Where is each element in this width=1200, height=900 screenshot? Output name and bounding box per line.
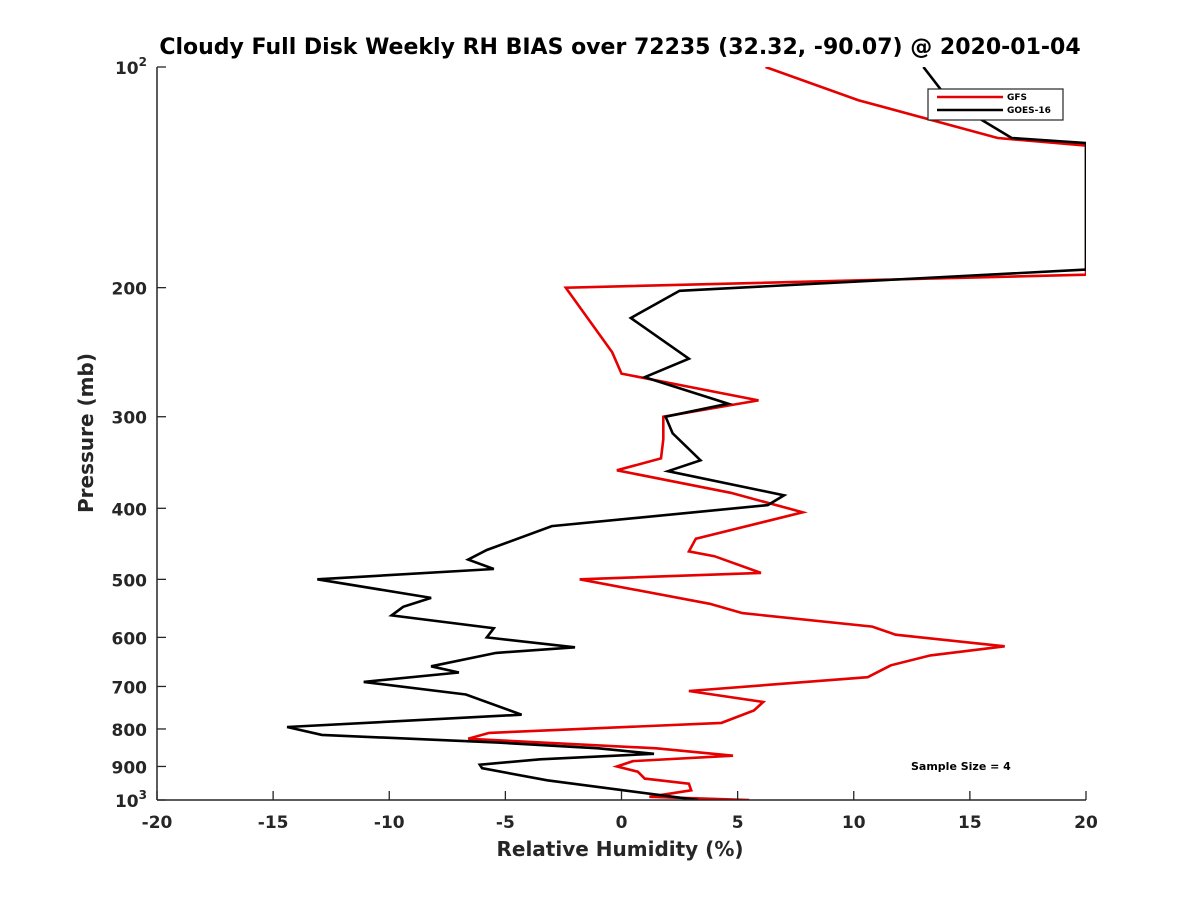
y-ticks: 102 200 300 400 500 600 700 800 900 103 — [112, 55, 166, 812]
x-ticks: -20 -15 -10 -5 0 5 10 15 20 — [142, 791, 1098, 833]
legend-label-goes16: GOES-16 — [1007, 106, 1051, 116]
series-line-gfs — [467, 67, 1086, 800]
y-tick-label: 102 — [115, 55, 147, 79]
x-tick-label: 15 — [958, 813, 982, 833]
x-axis-label: Relative Humidity (%) — [496, 837, 743, 861]
sample-size-annotation: Sample Size = 4 — [911, 760, 1011, 773]
x-tick-label: 20 — [1074, 813, 1098, 833]
y-tick-label: 400 — [112, 500, 148, 520]
y-axis-label: Pressure (mb) — [74, 353, 98, 513]
x-tick-label: -20 — [142, 813, 173, 833]
plot-lines — [286, 67, 1086, 800]
x-tick-label: -5 — [496, 813, 515, 833]
y-tick-label: 700 — [112, 678, 148, 698]
y-tick-label: 200 — [112, 280, 148, 300]
x-tick-label: 0 — [616, 813, 628, 833]
series-line-goes16 — [286, 67, 1086, 800]
y-tick-label: 600 — [112, 629, 148, 649]
x-tick-label: 10 — [842, 813, 866, 833]
x-tick-label: -10 — [374, 813, 405, 833]
y-tick-label: 103 — [115, 788, 147, 812]
legend: GFS GOES-16 — [927, 88, 1064, 121]
y-tick-label: 900 — [112, 758, 148, 778]
y-tick-label: 800 — [112, 721, 148, 741]
x-tick-label: 5 — [732, 813, 744, 833]
legend-box — [927, 88, 1064, 121]
chart-title: Cloudy Full Disk Weekly RH BIAS over 722… — [159, 35, 1080, 60]
y-tick-label: 300 — [112, 409, 148, 429]
legend-label-gfs: GFS — [1007, 93, 1027, 103]
axes — [156, 67, 1086, 801]
y-tick-label: 500 — [112, 571, 148, 591]
x-tick-label: -15 — [258, 813, 289, 833]
